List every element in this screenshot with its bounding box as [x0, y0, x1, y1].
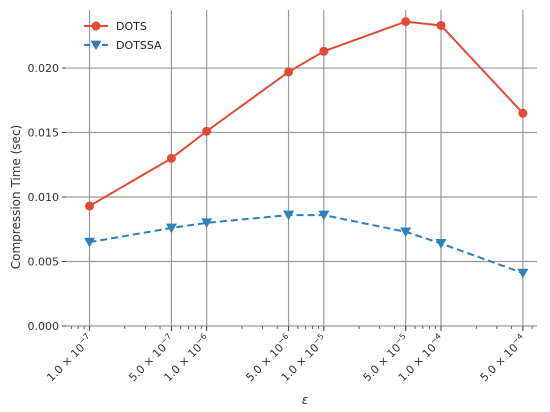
y-axis-label: Compression Time (sec) — [9, 125, 23, 269]
y-tick-label: 0.000 — [28, 320, 60, 333]
data-point — [283, 210, 295, 221]
data-point — [91, 21, 101, 31]
series-dotssa — [84, 210, 529, 279]
x-axis-ticks: 1.0 × 10−75.0 × 10−71.0 × 10−65.0 × 10−6… — [43, 326, 529, 385]
data-point — [90, 40, 102, 51]
legend-label: DOTSSA — [116, 39, 162, 52]
data-point — [84, 237, 96, 248]
data-point — [165, 223, 177, 234]
data-point — [517, 268, 529, 279]
legend-entry: DOTS — [84, 20, 147, 33]
y-tick-label: 0.020 — [28, 62, 60, 75]
x-tick-label: 1.0 × 10−7 — [43, 332, 96, 385]
series-line — [89, 20, 524, 207]
x-tick-label: 5.0 × 10−4 — [476, 332, 529, 385]
legend-entry: DOTSSA — [84, 39, 162, 52]
data-point — [319, 46, 329, 56]
data-point — [85, 201, 95, 211]
legend: DOTS DOTSSA — [84, 20, 162, 52]
data-point — [518, 108, 528, 118]
data-point — [318, 210, 330, 221]
series-line — [89, 214, 524, 275]
y-axis-ticks: 0.000 0.005 0.010 0.015 0.020 — [28, 62, 66, 333]
data-point — [201, 218, 213, 229]
y-tick-label: 0.015 — [28, 127, 60, 140]
series-dots — [85, 17, 528, 211]
data-point — [401, 17, 411, 27]
grid — [66, 10, 537, 327]
data-point — [436, 20, 446, 30]
series-layer — [84, 17, 529, 279]
data-point — [202, 126, 212, 136]
y-tick-label: 0.005 — [28, 256, 60, 269]
data-point — [166, 153, 176, 163]
x-axis-label: ε — [302, 393, 309, 407]
y-tick-label: 0.010 — [28, 191, 60, 204]
data-point — [284, 67, 294, 77]
data-point — [400, 227, 412, 238]
legend-label: DOTS — [116, 20, 147, 33]
data-point — [435, 239, 447, 249]
